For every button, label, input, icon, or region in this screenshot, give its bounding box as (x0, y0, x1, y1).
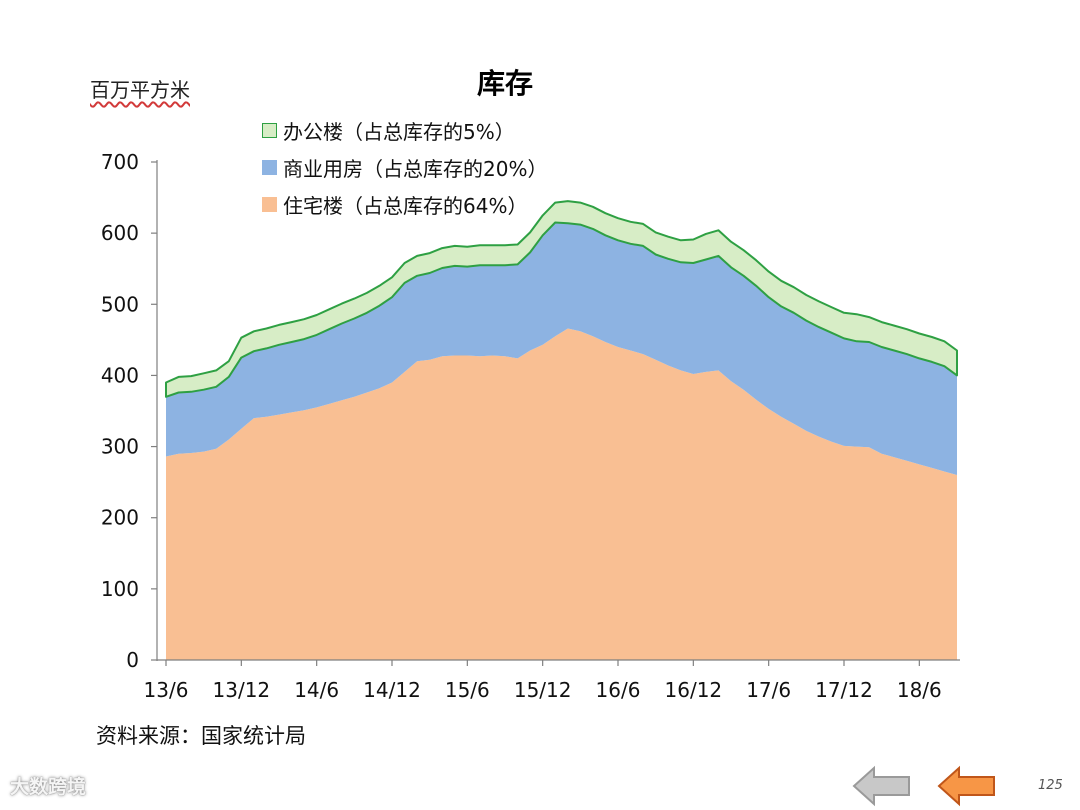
y-tick-label: 600 (101, 221, 139, 245)
legend-swatch-office (262, 123, 277, 138)
y-tick-label: 100 (101, 577, 139, 601)
y-tick-label: 700 (101, 150, 139, 174)
y-tick-label: 400 (101, 363, 139, 387)
legend-item-residential: 住宅楼（占总库存的64%） (262, 186, 547, 223)
legend-item-commercial: 商业用房（占总库存的20%） (262, 149, 547, 186)
data-source-note: 资料来源：国家统计局 (96, 724, 306, 748)
legend-label-commercial: 商业用房（占总库存的20%） (283, 157, 548, 181)
chart-legend: 办公楼（占总库存的5%） 商业用房（占总库存的20%） 住宅楼（占总库存的64%… (262, 112, 547, 223)
legend-item-office: 办公楼（占总库存的5%） (262, 112, 547, 149)
y-axis-unit-label: 百万平方米 (90, 78, 190, 102)
left-arrow-icon (852, 765, 910, 807)
chart-title: 库存 (476, 67, 533, 100)
legend-label-residential: 住宅楼（占总库存的64%） (283, 194, 528, 218)
previous-slide-button[interactable] (852, 765, 912, 807)
x-tick-label: 15/12 (514, 678, 572, 702)
x-axis: 13/6 13/12 14/6 14/12 15/6 15/12 16/6 16/12 17/6… (144, 659, 960, 702)
x-tick-label: 14/6 (294, 678, 339, 702)
watermark-logo: 大数跨境 (10, 776, 87, 798)
y-tick-label: 500 (101, 292, 139, 316)
x-tick-label: 15/6 (445, 678, 490, 702)
legend-label-office: 办公楼（占总库存的5%） (283, 120, 515, 144)
y-tick-label: 0 (126, 648, 139, 672)
next-slide-button[interactable] (937, 765, 997, 807)
x-tick-label: 16/6 (596, 678, 641, 702)
y-tick-label: 200 (101, 506, 139, 530)
area-office-outline (165, 200, 958, 398)
page-number: 125 (1038, 778, 1063, 793)
y-tick-label: 300 (101, 435, 139, 459)
area-office (166, 201, 957, 397)
x-tick-label: 18/6 (897, 678, 942, 702)
legend-swatch-residential (262, 197, 277, 212)
x-tick-label: 14/12 (363, 678, 421, 702)
x-tick-label: 17/6 (746, 678, 791, 702)
stacked-areas (165, 200, 958, 660)
left-arrow-icon (937, 765, 995, 807)
y-axis: 0 100 200 300 400 500 600 700 (101, 150, 158, 672)
x-tick-label: 13/12 (213, 678, 271, 702)
x-tick-label: 13/6 (144, 678, 189, 702)
x-tick-label: 16/12 (665, 678, 723, 702)
x-tick-label: 17/12 (815, 678, 873, 702)
area-residential (166, 328, 957, 660)
area-commercial (166, 222, 957, 475)
legend-swatch-commercial (262, 160, 277, 175)
